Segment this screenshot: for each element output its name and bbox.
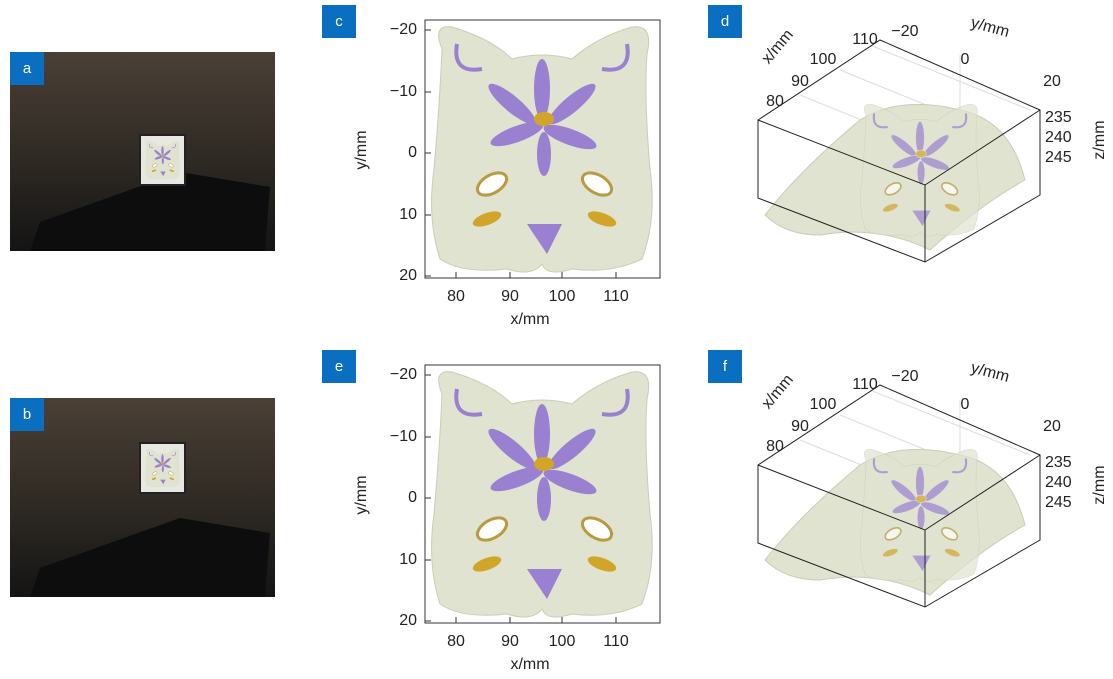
z-tick-label: 245 [1045, 494, 1072, 511]
y-tick-label: 0 [408, 144, 417, 161]
y-tick-label: 0 [408, 489, 417, 506]
x-tick-label: 100 [810, 396, 837, 413]
z-tick-label: 235 [1045, 109, 1072, 126]
panel-label: a [23, 60, 32, 77]
y-tick-label: −20 [891, 23, 918, 40]
x-tick-label: 100 [810, 51, 837, 68]
z-tick-label: 235 [1045, 454, 1072, 471]
mask-photo [145, 449, 179, 487]
x-tick-label: 90 [791, 73, 809, 90]
y-tick-label: 10 [399, 551, 417, 568]
y-tick-label: 20 [399, 612, 417, 629]
grid-line [870, 390, 1030, 455]
y-axis-label: y/mm [969, 14, 1011, 41]
z-tick-label: 240 [1045, 474, 1072, 491]
panel-label: b [23, 406, 31, 423]
y-tick-label: −10 [390, 83, 417, 100]
z-axis-label: z/mm [1091, 120, 1108, 159]
x-tick-label: 80 [447, 288, 465, 305]
x-tick-label: 110 [852, 31, 878, 48]
y-tick-label: 0 [961, 396, 970, 413]
y-tick-label: −20 [390, 366, 417, 383]
x-tick-label: 90 [501, 633, 519, 650]
mask-reconstruction [432, 372, 653, 617]
z-tick-label: 245 [1045, 149, 1072, 166]
mask-texture [861, 449, 980, 581]
z-tick-label: 240 [1045, 129, 1072, 146]
x-axis-label: x/mm [510, 656, 549, 673]
y-tick-label: 0 [961, 51, 970, 68]
x-tick-label: 110 [603, 288, 629, 305]
x-axis-label: x/mm [510, 311, 549, 328]
x-tick-label: 80 [766, 93, 784, 110]
y-tick-label: −20 [891, 368, 918, 385]
y-axis-label: y/mm [353, 475, 370, 514]
x-tick-label: 90 [791, 418, 809, 435]
mask-reconstruction [432, 27, 653, 272]
x-axis-label: x/mm [759, 26, 797, 67]
x-tick-label: 100 [549, 288, 576, 305]
y-tick-label: 20 [399, 267, 417, 284]
y-axis-label: y/mm [353, 130, 370, 169]
y-tick-label: 10 [399, 206, 417, 223]
x-tick-label: 90 [501, 288, 519, 305]
x-tick-label: 110 [852, 376, 878, 393]
x-tick-label: 80 [447, 633, 465, 650]
x-tick-label: 100 [549, 633, 576, 650]
x-tick-label: 110 [603, 633, 629, 650]
panel-label: d [721, 13, 729, 30]
mask-texture [861, 104, 980, 236]
mask-photo [145, 141, 179, 179]
x-axis-label: x/mm [759, 371, 797, 412]
panel-label: c [335, 13, 343, 30]
figure: abc8090100110−20−1001020x/mmy/mme8090100… [0, 0, 1113, 679]
y-tick-label: −20 [390, 21, 417, 38]
y-axis-label: y/mm [969, 359, 1011, 386]
y-tick-label: 20 [1043, 73, 1061, 90]
y-tick-label: 20 [1043, 418, 1061, 435]
panel-label: e [335, 358, 343, 375]
y-tick-label: −10 [390, 428, 417, 445]
grid-line [870, 45, 1030, 110]
x-tick-label: 80 [766, 438, 784, 455]
z-axis-label: z/mm [1091, 465, 1108, 504]
